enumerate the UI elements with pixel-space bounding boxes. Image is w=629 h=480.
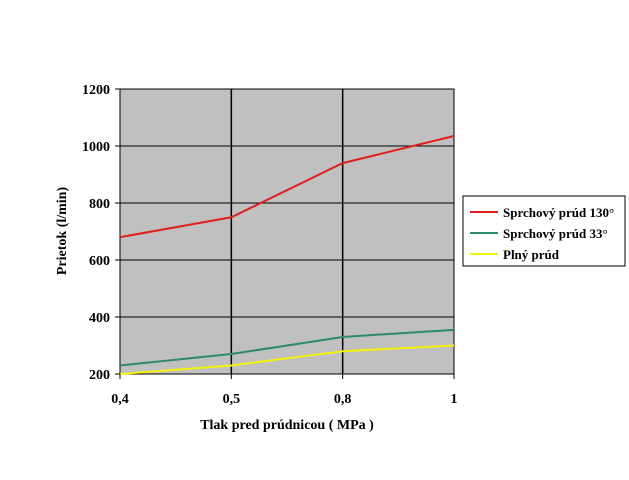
legend-label: Sprchový prúd 130° — [503, 205, 614, 220]
series-lines — [119, 135, 455, 375]
series-line-1 — [119, 135, 455, 239]
y-tick-label: 200 — [89, 368, 110, 383]
y-axis-ticks: 200 400 600 800 1000 1200 — [82, 83, 120, 383]
horizontal-gridlines — [120, 145, 454, 318]
y-axis-title: Prietok (l/min) — [55, 187, 70, 276]
x-axis-ticks: 0,4 0,5 0,8 1 — [111, 374, 458, 407]
legend-label: Sprchový prúd 33° — [503, 226, 608, 241]
y-tick-label: 400 — [89, 311, 110, 326]
x-tick-label: 0,5 — [223, 392, 241, 407]
y-tick-label: 1200 — [82, 83, 110, 98]
legend-label: Plný prúd — [503, 247, 560, 262]
legend: Sprchový prúd 130° Sprchový prúd 33° Plný … — [462, 195, 626, 267]
y-tick-label: 800 — [89, 197, 110, 212]
plot-area — [119, 88, 455, 375]
x-tick-label: 1 — [451, 392, 458, 407]
series-line-3 — [119, 344, 455, 375]
x-tick-label: 0,4 — [111, 392, 129, 407]
x-axis-title: Tlak pred prúdnicou ( MPa ) — [200, 418, 374, 433]
y-tick-label: 600 — [89, 254, 110, 269]
series-line-2 — [119, 328, 455, 367]
x-tick-label: 0,8 — [334, 392, 352, 407]
vertical-gridlines — [230, 89, 344, 374]
y-tick-label: 1000 — [82, 140, 110, 155]
